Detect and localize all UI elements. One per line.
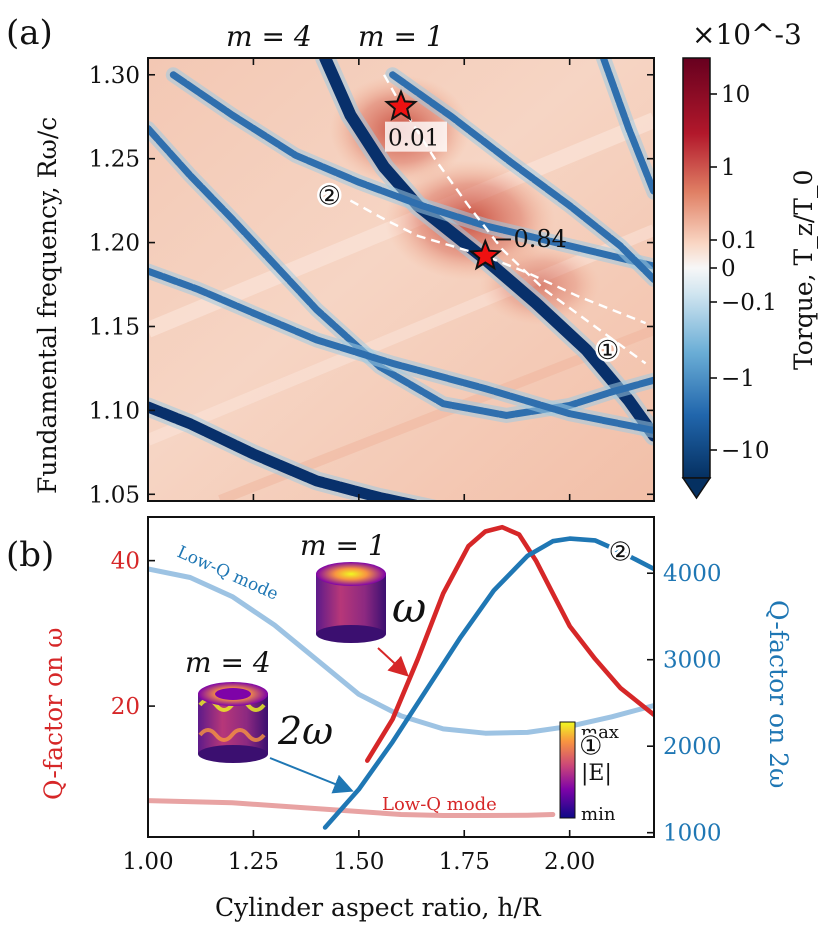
x-tick-label: 1.00: [122, 849, 173, 875]
cylinder-m1-top: [316, 562, 386, 586]
colorbar-scale-label: ×10^-3: [692, 18, 802, 51]
omega-label: ω: [392, 583, 426, 632]
colorbar: ×10^-3 10 1 0.10 −0.1 −1 −10 Torque, T_z/T_0: [681, 18, 818, 500]
y-tick-label: 1.25: [89, 147, 140, 173]
negative-torque-band: [148, 267, 654, 434]
panel-a-ylabel: Fundamental frequency, Rω/c: [33, 117, 62, 494]
negative-torque-band: [319, 58, 654, 442]
negative-torque-band: [148, 401, 423, 501]
panel-b-left-ylabel: Q-factor on ω: [39, 628, 68, 801]
x-tick-label: 1.50: [333, 849, 384, 875]
colorbar-extend-arrow: [681, 477, 712, 500]
cylinder-m4-top-core: [215, 688, 251, 700]
x-tick-label: 2.00: [544, 849, 595, 875]
right-y-tick-label: 2000: [663, 734, 722, 760]
panel-a-frame: [147, 57, 655, 502]
negative-torque-band: [389, 71, 654, 283]
two-omega-label: 2ω: [277, 709, 333, 753]
colorbar-label: Torque, T_z/T_0: [789, 170, 818, 370]
colorbar-tick-label: 1: [721, 155, 736, 181]
colorbar-tick-label: −0.1: [721, 290, 777, 316]
panel-b-right-ylabel: Q-factor on 2ω: [764, 600, 793, 788]
torque-star: [468, 238, 503, 271]
panel-a-tag: (a): [6, 13, 53, 53]
cylinder-inset-m1: [316, 562, 386, 643]
right-y-tick-label: 1000: [663, 821, 722, 847]
series-line: [365, 524, 654, 763]
mode-label-m1: m = 1: [358, 20, 444, 53]
y-tick-label: 1.15: [89, 314, 140, 340]
field-colorbar-gradient: [559, 721, 576, 819]
negative-torque-band: [599, 58, 654, 196]
panel-b-tag: (b): [6, 535, 54, 575]
cylinder-m4-pattern: [198, 728, 266, 742]
curve-marker: ①: [579, 731, 602, 761]
mode-label-m4: m = 4: [226, 20, 312, 53]
field-colorbar: max |E| min: [559, 721, 619, 825]
y-tick-label: 1.05: [89, 482, 140, 508]
colorbar-tick-label: −1: [721, 366, 755, 392]
cylinder-inset-m4: [198, 682, 268, 763]
arrow-omega: [377, 647, 409, 677]
field-colorbar-max: max: [581, 722, 619, 743]
right-y-tick-label: 3000: [663, 648, 722, 674]
curve-marker: ②: [609, 538, 632, 568]
left-y-tick-label: 20: [111, 694, 140, 720]
y-tick-label: 1.30: [89, 63, 140, 89]
panel-b-frame: [147, 516, 655, 838]
colorbar-tick-label: 0: [721, 256, 736, 282]
x-tick-label: 1.75: [439, 849, 490, 875]
arrow-two-omega: [269, 757, 354, 794]
inset-m4-label: m = 4: [185, 646, 271, 679]
x-tick-label: 1.25: [228, 849, 279, 875]
negative-torque-band: [169, 71, 654, 270]
y-tick-label: 1.10: [89, 398, 140, 424]
cylinder-m1-bottom: [316, 625, 386, 643]
field-colorbar-label: |E|: [581, 761, 612, 786]
colorbar-gradient: [682, 57, 711, 479]
cylinder-m4-bottom: [198, 745, 268, 763]
low-q-label-red: Low-Q mode: [382, 794, 497, 815]
colorbar-tick-label: 0.1: [721, 228, 758, 254]
colorbar-tick-label: 10: [721, 82, 750, 108]
curve-marker: ①: [596, 336, 619, 366]
dashed-mode-curve: [349, 199, 647, 325]
left-y-tick-label: 40: [111, 549, 140, 575]
panel-b-xlabel: Cylinder aspect ratio, h/R: [215, 893, 542, 922]
colorbar-tick-label: −10: [721, 438, 770, 464]
torque-star: [384, 88, 418, 122]
right-y-tick-label: 4000: [663, 561, 722, 587]
field-colorbar-min: min: [581, 804, 616, 825]
series-line: [322, 536, 654, 830]
star-label: 0.01: [388, 126, 439, 152]
y-tick-label: 1.20: [89, 231, 140, 257]
star-label-bg: [385, 121, 447, 152]
inset-m1-label: m = 1: [300, 529, 386, 562]
star-label: −0.84: [493, 225, 567, 253]
series-line: [148, 798, 556, 818]
curve-marker: ②: [318, 182, 341, 212]
